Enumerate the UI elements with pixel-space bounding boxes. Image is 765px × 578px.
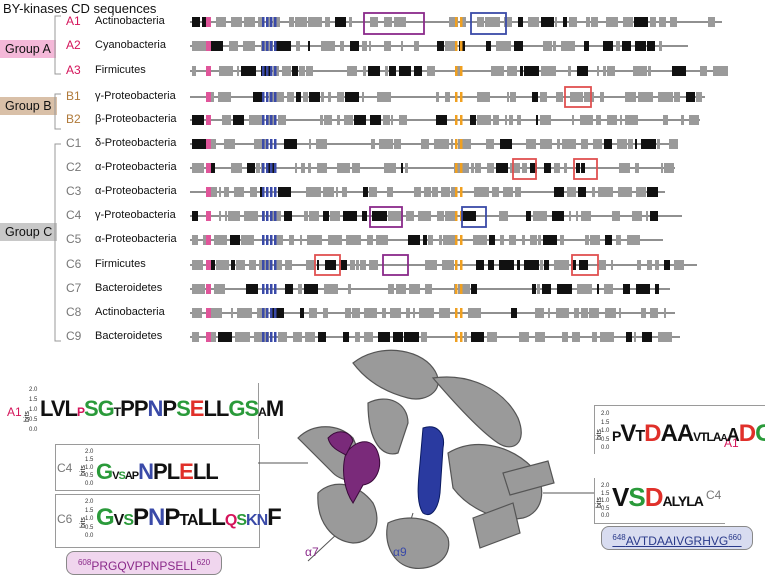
logo-sequence-a1-right: PVTDAAVTLAAADG	[612, 420, 765, 447]
row-code-c4: C4	[66, 208, 82, 222]
bits-tick-label: 0.5	[601, 436, 610, 443]
bits-tick-label: 1.0	[85, 516, 94, 522]
logo-sequence-c4-left: GVSAPNPLELL	[96, 459, 219, 484]
bits-tick-label: 0.5	[601, 505, 610, 512]
logo-label-a1-right: A1	[724, 436, 739, 450]
row-name-b1: γ-Proteobacteria	[95, 90, 176, 102]
logo-panel-a1-left	[32, 383, 259, 439]
helix-label-a7: α7	[305, 545, 319, 559]
bits-tick-label: 0.5	[85, 473, 94, 479]
row-name-a1: Actinobacteria	[95, 15, 165, 27]
row-name-c7: Bacteroidetes	[95, 282, 163, 294]
logo-sequence-c6-left: GVSPNPTALLQSKNF	[96, 504, 282, 531]
sequence-tracks	[190, 12, 728, 342]
row-name-a3: Firmicutes	[95, 64, 146, 76]
bits-tick-label: 1.0	[85, 465, 94, 471]
protein-structure-image	[258, 349, 594, 570]
left-pill-sequence: PRGQVPPNPSELL	[91, 559, 197, 573]
logo-panel-c4-right	[594, 478, 725, 524]
bits-tick-label: 0.0	[85, 481, 94, 487]
bits-tick-label: 1.0	[601, 498, 610, 504]
row-name-c6: Firmicutes	[95, 258, 146, 270]
row-code-a2: A2	[66, 38, 81, 52]
helix-label-a9: α9	[393, 545, 407, 559]
bits-tick-label: 1.5	[601, 419, 610, 426]
left-sequence-pill: 608PRGQVPPNPSELL620	[66, 551, 222, 575]
right-pill-start: 648	[612, 533, 626, 542]
bits-tick-label: 0.5	[85, 524, 94, 531]
logo-sequence-c4-right: VSDALYLA	[612, 482, 704, 512]
row-name-c9: Bacteroidetes	[95, 330, 163, 342]
bits-tick-label: 2.0	[85, 499, 94, 505]
row-code-a3: A3	[66, 63, 81, 77]
bits-tick-label: 1.5	[85, 507, 94, 514]
group-c-label: Group C	[0, 223, 58, 241]
logo-label-c6-left: C6	[57, 512, 73, 526]
logo-label-c4-left: C4	[57, 461, 73, 475]
bits-tick-label: 1.5	[601, 490, 610, 497]
logo-sequence-a1-left: LVLPSGTPPNPSELLGSAM	[40, 396, 284, 421]
bits-tick-label: 0.0	[85, 533, 94, 539]
row-code-c8: C8	[66, 305, 82, 319]
bits-tick-label: 0.0	[601, 445, 610, 451]
row-code-a1: A1	[66, 14, 81, 28]
row-name-c4: γ-Proteobacteria	[95, 209, 176, 221]
left-pill-start: 608	[77, 558, 92, 567]
logo-panel-a1-right	[594, 405, 765, 454]
group-b-label: Group B	[0, 97, 57, 115]
right-sequence-pill: 648AVTDAAIVGRHVG660	[601, 526, 753, 550]
row-code-c1: C1	[66, 136, 82, 150]
bits-tick-label: 2.0	[601, 483, 610, 489]
row-code-c2: C2	[66, 160, 82, 174]
bits-tick-label: 0.0	[601, 513, 610, 519]
row-name-b2: β-Proteobacteria	[95, 113, 177, 125]
bits-tick-label: 2.0	[29, 387, 38, 393]
right-pill-sequence: AVTDAAIVGRHVG	[625, 534, 729, 548]
logo-label-c4-right: C4	[706, 488, 722, 502]
group-a-label: Group A	[0, 40, 56, 58]
bits-tick-label: 0.0	[29, 427, 38, 433]
row-code-c7: C7	[66, 281, 82, 295]
row-name-c1: δ-Proteobacteria	[95, 137, 177, 149]
logo-label-a1-left: A1	[7, 405, 22, 419]
row-code-c6: C6	[66, 257, 82, 271]
row-code-b1: B1	[66, 89, 81, 103]
bits-tick-label: 2.0	[85, 449, 94, 455]
bits-tick-label: 2.0	[601, 411, 610, 417]
left-pill-end: 620	[196, 558, 211, 567]
row-name-a2: Cyanobacteria	[95, 39, 166, 51]
row-name-c5: α-Proteobacteria	[95, 233, 177, 245]
row-code-c5: C5	[66, 232, 82, 246]
right-pill-end: 660	[728, 533, 742, 542]
row-name-c2: α-Proteobacteria	[95, 161, 177, 173]
bits-tick-label: 1.0	[601, 428, 610, 434]
logo-panel-c6-left	[55, 494, 260, 548]
bits-tick-label: 1.0	[29, 407, 38, 413]
logo-panel-c4-left	[55, 444, 260, 491]
row-code-c9: C9	[66, 329, 82, 343]
bits-tick-label: 1.5	[85, 457, 94, 463]
row-code-c3: C3	[66, 184, 82, 198]
row-name-c3: α-Proteobacteria	[95, 185, 177, 197]
bits-tick-label: 1.5	[29, 397, 38, 403]
row-code-b2: B2	[66, 112, 81, 126]
group-brackets	[54, 15, 61, 342]
bits-tick-label: 0.5	[29, 417, 38, 423]
figure-title: BY-kinases CD sequences	[3, 1, 157, 16]
row-name-c8: Actinobacteria	[95, 306, 165, 318]
